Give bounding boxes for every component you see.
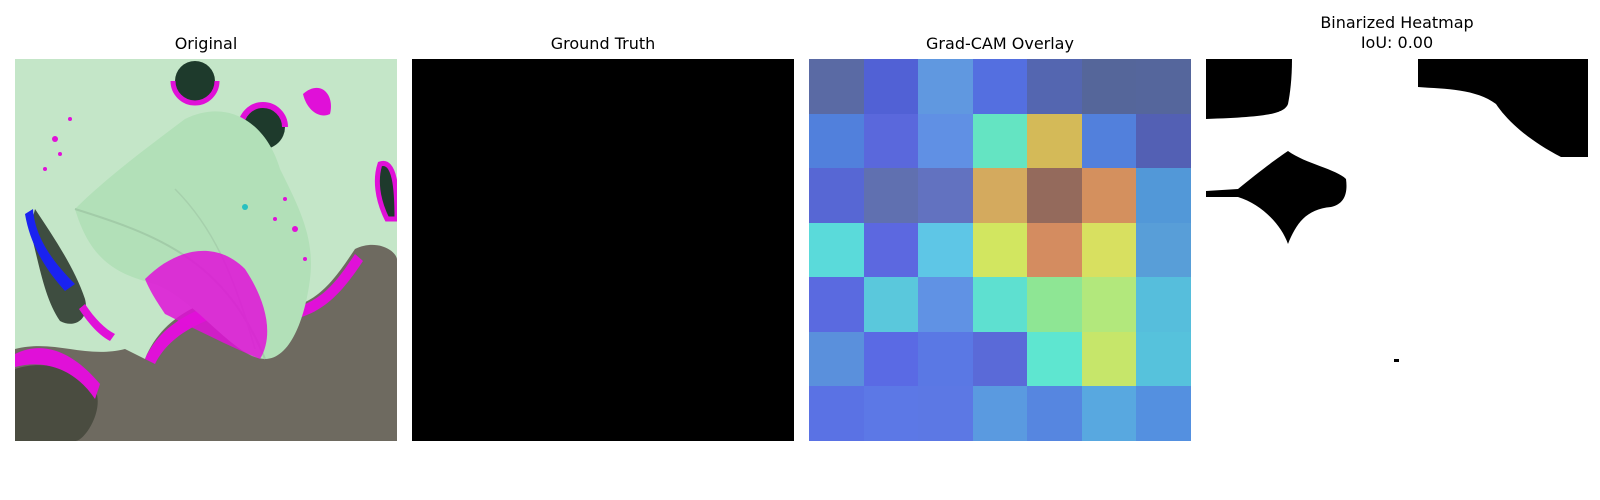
heatmap-cell — [918, 222, 973, 278]
heatmap-cell — [863, 277, 919, 332]
heatmap-cell — [1136, 386, 1191, 441]
heatmap-cell — [972, 222, 1028, 278]
heatmap-cell — [809, 113, 864, 169]
heatmap-cell — [863, 222, 919, 278]
ground-truth-panel: Ground Truth — [412, 0, 794, 500]
heatmap-cell — [972, 386, 1028, 441]
heatmap-cell — [1027, 386, 1082, 441]
gradcam-panel: Grad-CAM Overlay — [809, 0, 1191, 500]
heatmap-cell — [918, 168, 973, 223]
heatmap-cell — [918, 277, 973, 332]
heatmap-cell — [1136, 331, 1191, 387]
heatmap-cell — [1081, 386, 1137, 441]
heatmap-cell — [863, 331, 919, 387]
leaf-photo — [15, 59, 397, 441]
heatmap-cell — [1027, 222, 1082, 278]
heatmap-cell — [1081, 331, 1137, 387]
mask-blob-top-right — [1418, 59, 1588, 157]
heatmap-cell — [972, 59, 1028, 114]
heatmap-cell — [1081, 222, 1137, 278]
heatmap-cell — [863, 113, 919, 169]
heatmap-cell — [918, 331, 973, 387]
heatmap-cell — [1027, 277, 1082, 332]
original-title: Original — [174, 34, 238, 53]
mask-blob-top-left — [1206, 59, 1292, 119]
heatmap-cell — [1136, 222, 1191, 278]
binarized-panel: Binarized Heatmap IoU: 0.00 — [1206, 0, 1588, 500]
binarized-mask-shapes — [1206, 59, 1588, 441]
binarized-title-line1: Binarized Heatmap — [1320, 13, 1474, 32]
heatmap-cell — [1136, 113, 1191, 169]
heatmap-cell — [972, 113, 1028, 169]
heatmap-cell — [1081, 59, 1137, 114]
heatmap-cell — [1081, 113, 1137, 169]
heatmap-cell — [1136, 168, 1191, 223]
heatmap-cell — [1081, 277, 1137, 332]
heatmap-cell — [809, 222, 864, 278]
heatmap-cell — [972, 277, 1028, 332]
heatmap-cell — [918, 113, 973, 169]
gradcam-heatmap — [809, 59, 1191, 441]
heatmap-cell — [918, 386, 973, 441]
heatmap-grid — [809, 59, 1191, 441]
binarized-title: Binarized Heatmap IoU: 0.00 — [1206, 13, 1588, 53]
mask-blob-left — [1206, 151, 1347, 244]
heatmap-cell — [1027, 168, 1082, 223]
heatmap-cell — [918, 59, 973, 114]
heatmap-cell — [809, 386, 864, 441]
binarized-mask — [1206, 59, 1588, 441]
heatmap-cell — [809, 331, 864, 387]
heatmap-cell — [972, 168, 1028, 223]
heatmap-cell — [863, 386, 919, 441]
heatmap-cell — [863, 168, 919, 223]
heatmap-cell — [1027, 59, 1082, 114]
gradcam-title: Grad-CAM Overlay — [926, 34, 1074, 53]
heatmap-cell — [1027, 113, 1082, 169]
ground-truth-mask — [412, 59, 794, 441]
mask-dot — [1394, 359, 1399, 362]
heatmap-cell — [809, 59, 864, 114]
original-image — [15, 59, 397, 441]
iou-label: IoU: 0.00 — [1360, 33, 1434, 52]
heatmap-cell — [809, 277, 864, 332]
original-panel: Original — [15, 0, 397, 500]
heatmap-cell — [809, 168, 864, 223]
heatmap-cell — [863, 59, 919, 114]
heatmap-cell — [1081, 168, 1137, 223]
ground-truth-title: Ground Truth — [550, 34, 656, 53]
heatmap-cell — [1136, 277, 1191, 332]
heatmap-cell — [1027, 331, 1082, 387]
heatmap-cell — [1136, 59, 1191, 114]
heatmap-cell — [972, 331, 1028, 387]
